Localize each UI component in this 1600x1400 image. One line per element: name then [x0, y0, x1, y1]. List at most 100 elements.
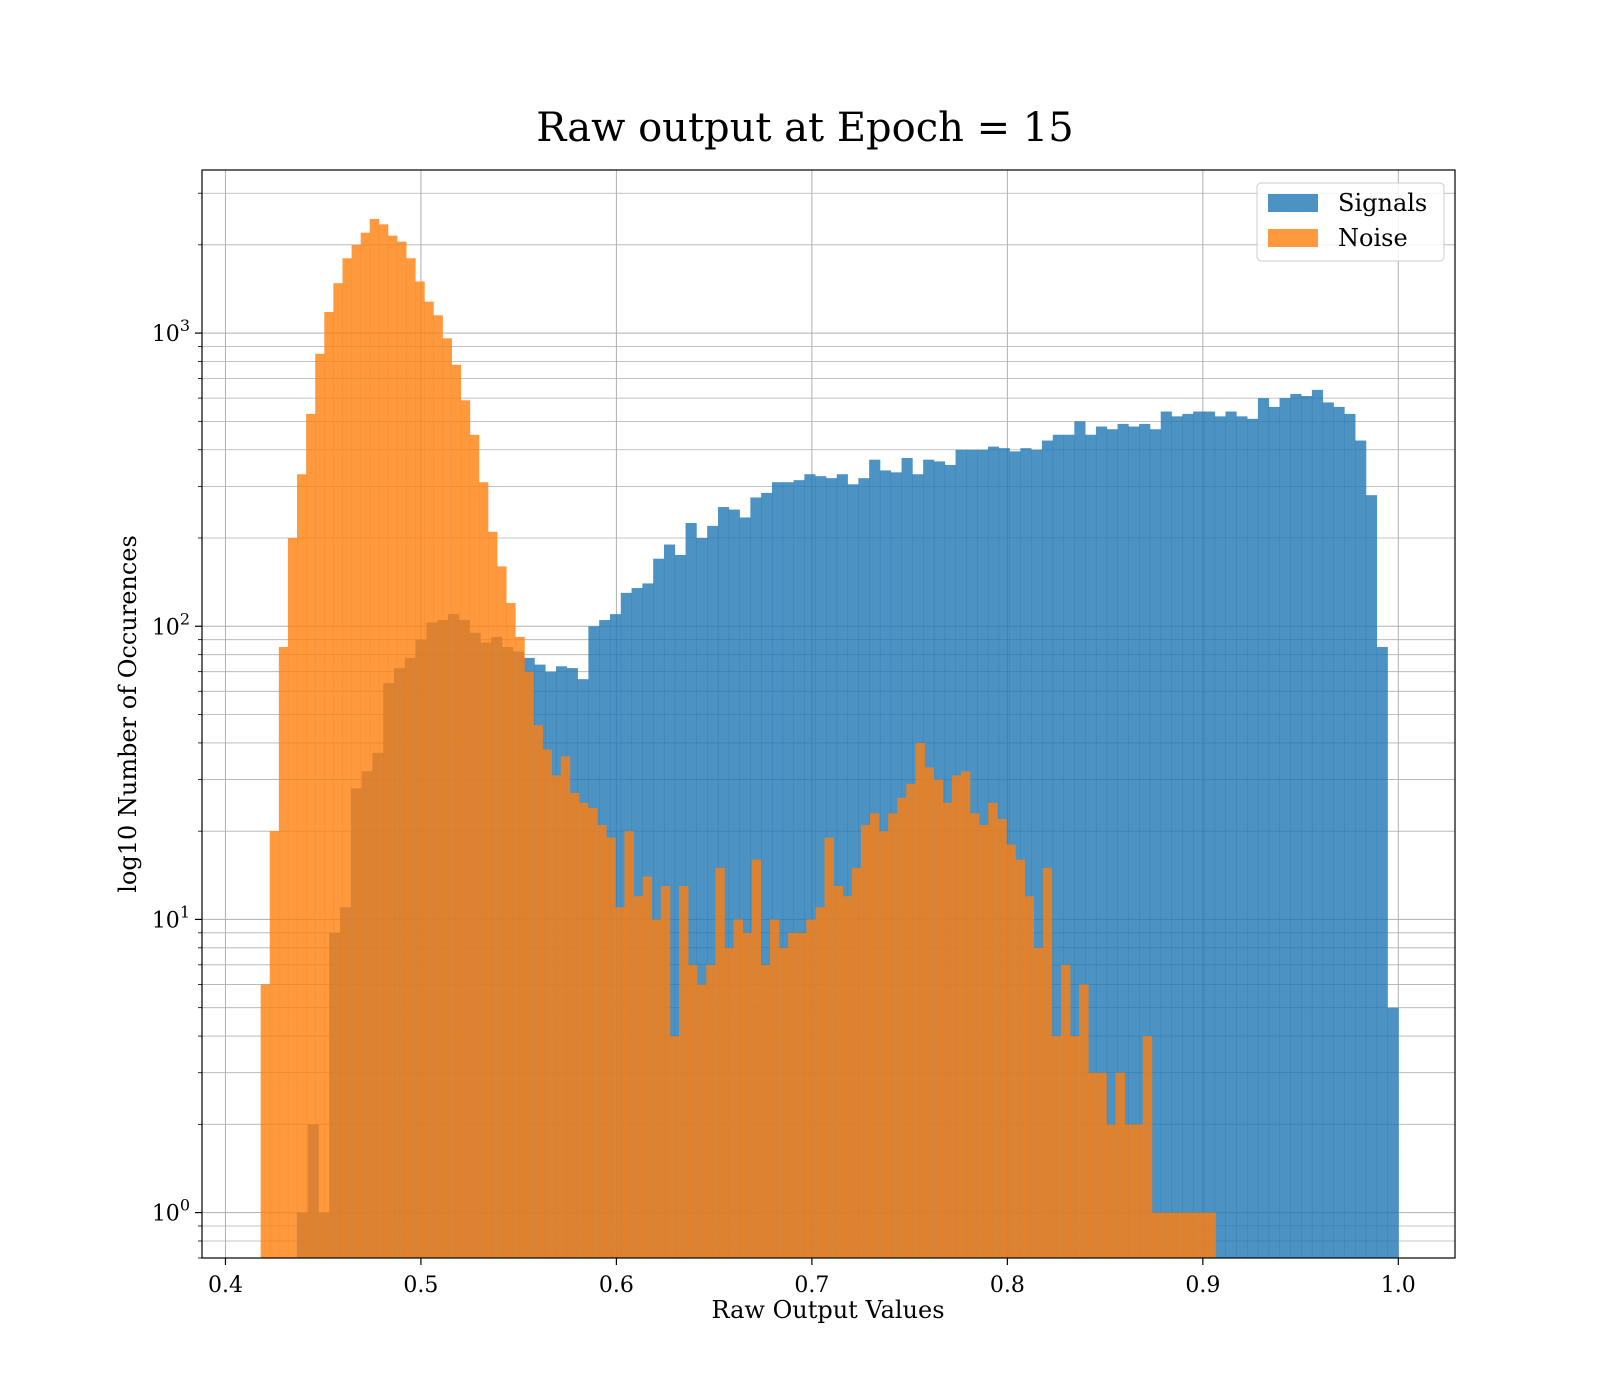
- histogram-bar: [324, 312, 334, 1258]
- histogram-bar: [524, 671, 534, 1258]
- histogram-bar: [487, 531, 498, 1258]
- histogram-bar: [497, 566, 507, 1258]
- histogram-bar: [306, 413, 316, 1259]
- histogram-bar: [506, 603, 516, 1258]
- histogram-bar: [933, 779, 944, 1258]
- histogram-bar: [369, 218, 380, 1258]
- histogram-bar: [1151, 1212, 1162, 1258]
- histogram-bar: [1074, 421, 1086, 1259]
- histogram-bar: [1188, 1212, 1198, 1258]
- histogram-bar: [1033, 947, 1044, 1258]
- histogram-bar: [742, 932, 753, 1258]
- histogram-bar: [269, 831, 280, 1258]
- histogram-bar: [1088, 1072, 1098, 1258]
- histogram-bar: [1052, 434, 1064, 1259]
- legend-label-noise: Noise: [1338, 224, 1408, 252]
- y-tick-label: 103: [152, 316, 190, 347]
- histogram-bar: [1015, 859, 1025, 1258]
- histogram-bar: [1128, 426, 1140, 1258]
- histogram-bar: [653, 558, 665, 1258]
- histogram-bar: [678, 886, 689, 1258]
- legend-swatch-signals: [1268, 194, 1318, 212]
- axis-ticks: 0.4 0.5 0.6 0.7 0.8 0.9 1.0 100 101 102 103: [152, 192, 1416, 1298]
- histogram-bar: [860, 824, 871, 1258]
- histogram-bar: [997, 819, 1007, 1258]
- legend: Signals Noise: [1256, 182, 1445, 262]
- histogram-bar: [606, 837, 616, 1258]
- histogram-bar: [851, 867, 862, 1258]
- histogram-bar: [1142, 1036, 1153, 1258]
- histogram-bar: [906, 783, 916, 1258]
- histogram-bar: [378, 224, 389, 1258]
- histogram-bar: [578, 802, 589, 1258]
- histogram-bar: [1182, 413, 1194, 1259]
- histogram-bar: [569, 792, 580, 1258]
- histogram-bar: [533, 725, 543, 1258]
- histogram-bar: [651, 919, 662, 1258]
- chart-title: Raw output at Epoch = 15: [536, 105, 1073, 151]
- histogram-bar: [739, 517, 751, 1258]
- histogram-bar: [942, 802, 953, 1258]
- histogram-bar: [1279, 398, 1291, 1259]
- histogram-bar: [1060, 964, 1071, 1258]
- histogram-bar: [542, 749, 553, 1258]
- histogram-bar: [1170, 1212, 1180, 1258]
- histogram-bar: [951, 775, 962, 1258]
- histogram-bar: [879, 831, 889, 1258]
- histogram-bar: [660, 886, 671, 1258]
- histogram-bar: [1097, 1072, 1107, 1258]
- histogram-bar: [1387, 1007, 1399, 1258]
- histogram-bar: [728, 509, 740, 1258]
- histogram-bar: [469, 434, 480, 1259]
- histogram-bar: [342, 258, 352, 1258]
- histogram-bar: [1236, 416, 1248, 1258]
- histogram-bar: [696, 538, 708, 1258]
- y-tick-label: 102: [152, 609, 190, 640]
- histogram-bar: [842, 896, 853, 1258]
- histogram-bar: [1333, 406, 1345, 1258]
- histogram-bar: [1376, 646, 1388, 1258]
- histogram-bar: [397, 241, 407, 1258]
- histogram-bar: [897, 797, 907, 1258]
- histogram-bar: [793, 480, 805, 1258]
- histogram-bar: [642, 876, 653, 1258]
- histogram-bar: [697, 984, 707, 1258]
- histogram-bar: [415, 281, 425, 1259]
- histogram-bar: [1225, 411, 1237, 1259]
- histogram-bar: [669, 1036, 680, 1258]
- x-tick-label: 0.7: [794, 1273, 829, 1298]
- histogram-bar: [1024, 896, 1035, 1258]
- histogram-bar: [1133, 1124, 1144, 1258]
- histogram-bar: [551, 775, 562, 1258]
- histogram-bar: [782, 482, 794, 1259]
- histogram-bar: [1139, 423, 1151, 1258]
- y-axis-label: log10 Number of Occurences: [114, 535, 142, 893]
- histogram-bar: [869, 813, 880, 1258]
- histogram-bar: [751, 859, 762, 1258]
- histogram-bar: [1070, 1036, 1080, 1258]
- histogram-bar: [1095, 426, 1108, 1258]
- histogram-bar: [1063, 434, 1075, 1259]
- histogram-bar: [988, 802, 998, 1258]
- histogram-bar: [688, 964, 698, 1258]
- histogram-bar: [1160, 411, 1172, 1259]
- histogram-bar: [761, 492, 773, 1258]
- histogram-bar: [1051, 1036, 1062, 1258]
- histogram-bar: [1160, 1212, 1171, 1258]
- histogram-bar: [1031, 449, 1043, 1259]
- histogram-bar: [1344, 413, 1356, 1259]
- histogram-bar: [960, 771, 971, 1258]
- histogram-bar: [1079, 984, 1089, 1258]
- histogram-bar: [1041, 440, 1054, 1258]
- histogram-bar: [924, 767, 934, 1258]
- histogram-bar: [1085, 434, 1097, 1259]
- histogram-bar: [460, 400, 471, 1259]
- histogram-bar: [715, 867, 725, 1258]
- histogram-bar: [387, 235, 398, 1258]
- histogram-bar: [315, 353, 325, 1258]
- histogram-bar: [760, 964, 771, 1258]
- x-tick-label: 0.6: [599, 1273, 634, 1298]
- histogram-bar: [1355, 440, 1367, 1258]
- histogram-bar: [1117, 423, 1129, 1258]
